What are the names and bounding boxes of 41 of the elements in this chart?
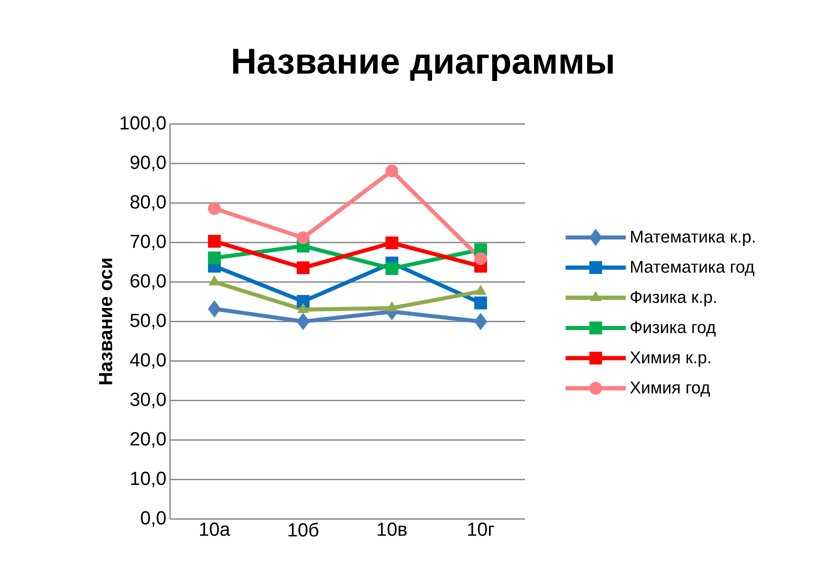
y-tick-label: 60,0	[130, 274, 166, 290]
x-tick-label: 10б	[288, 522, 318, 537]
y-tick-label: 50,0	[130, 314, 166, 330]
x-tick-label: 10в	[378, 522, 407, 536]
y-tick-label: 20,0	[130, 432, 166, 448]
point	[296, 261, 310, 274]
x-tick-label: 10а	[200, 522, 230, 536]
point	[385, 236, 398, 250]
y-axis-title: Название оси	[99, 258, 112, 384]
legend-label: Физика год	[630, 321, 716, 336]
y-tick-label: 0,0	[140, 511, 166, 527]
point	[474, 313, 488, 330]
point	[208, 234, 221, 248]
point	[208, 300, 221, 318]
legend-label: Математика к.р.	[631, 230, 755, 246]
point	[296, 294, 310, 308]
point	[475, 285, 486, 295]
point	[208, 276, 220, 286]
point	[296, 313, 310, 330]
point	[385, 164, 398, 178]
y-tick-label: 40,0	[130, 353, 166, 369]
point	[208, 202, 221, 215]
legend-label: Физика к.р.	[630, 291, 716, 306]
y-tick-label: 100,0	[120, 116, 166, 132]
y-tick-label: 30,0	[130, 392, 166, 408]
y-tick-label: 70,0	[130, 234, 166, 250]
point	[474, 252, 488, 266]
legend-label: Химия к.р.	[630, 352, 710, 367]
chart-title: Название диаграммы	[233, 48, 613, 82]
legend-label: Математика год	[631, 260, 754, 276]
legend-label: Химия год	[630, 382, 710, 397]
y-tick-label: 90,0	[130, 156, 166, 172]
y-tick-label: 10,0	[131, 472, 166, 488]
point	[385, 262, 398, 275]
x-tick-label: 10г	[468, 522, 494, 536]
point	[208, 251, 221, 264]
point	[474, 296, 488, 310]
y-tick-label: 80,0	[130, 195, 166, 211]
point	[298, 303, 309, 314]
point	[296, 231, 310, 244]
point	[386, 302, 398, 312]
